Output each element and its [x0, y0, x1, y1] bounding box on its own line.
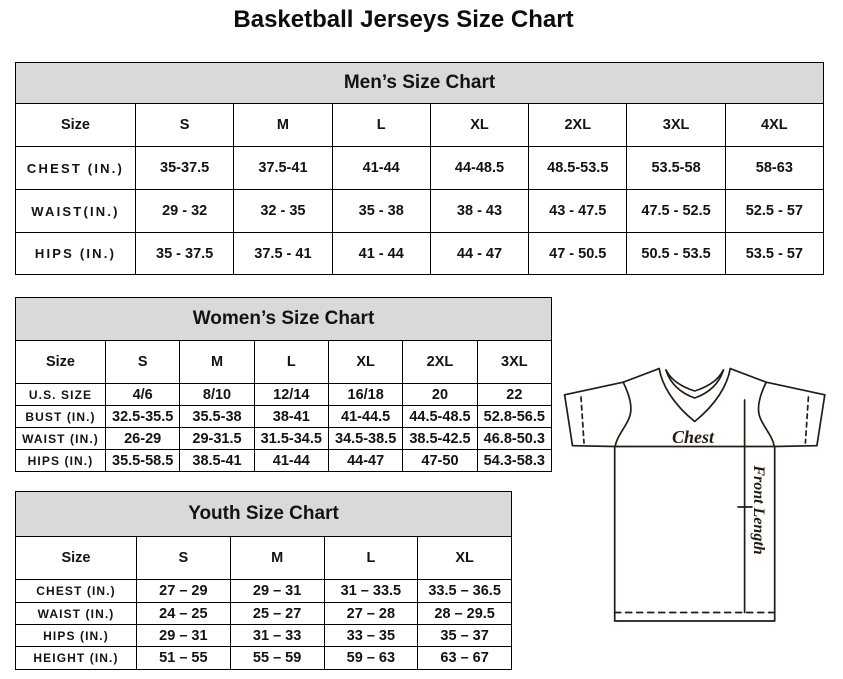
svg-text:Front Length: Front Length [750, 464, 767, 554]
svg-text:Chest: Chest [672, 427, 715, 447]
